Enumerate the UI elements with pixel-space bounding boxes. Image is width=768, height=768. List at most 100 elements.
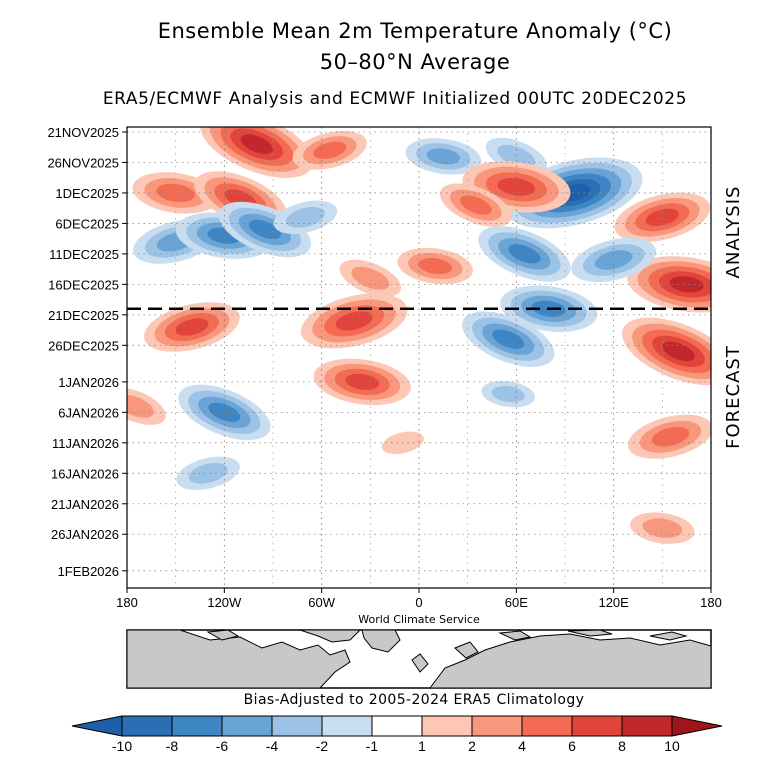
colorbar-bin [171, 715, 223, 737]
colorbar-under-arrow [71, 715, 123, 737]
anomaly-contour [497, 177, 536, 196]
colorbar-over-arrow [671, 715, 723, 737]
x-tick-label: 0 [415, 595, 422, 610]
colorbar-bin [221, 715, 273, 737]
x-tick-label: 180 [116, 595, 138, 610]
y-tick-label: 1DEC2025 [55, 186, 119, 201]
y-tick-label: 11JAN2026 [52, 436, 119, 451]
anomaly-contour [642, 518, 683, 538]
x-tick-label: 60E [505, 595, 528, 610]
colorbar-bin [521, 715, 573, 737]
colorbar-tick-label: -6 [216, 738, 229, 754]
y-tick-label: 26JAN2026 [51, 527, 119, 542]
colorbar-bin [621, 715, 673, 737]
anomaly-contour [492, 329, 525, 349]
anomaly-contour [285, 206, 325, 228]
reference-map [126, 629, 712, 689]
anomaly-feature [176, 456, 240, 491]
colorbar-tick-label: 8 [618, 738, 626, 754]
colorbar-tick-label: -4 [266, 738, 279, 754]
anomaly-contour [240, 134, 273, 154]
anomaly-feature [627, 414, 711, 459]
x-tick-label: 180 [700, 595, 722, 610]
y-tick-label: 26NOV2025 [47, 155, 119, 170]
anomaly-contour [188, 462, 228, 484]
colorbar-tick-label: -1 [366, 738, 379, 754]
anomaly-contour [418, 258, 452, 275]
chart-title: Ensemble Mean 2m Temperature Anomaly (°C… [158, 19, 673, 43]
forecast-label: FORECAST [723, 345, 744, 449]
anomaly-feature [439, 183, 512, 227]
anomaly-contour [351, 266, 390, 290]
colorbar-bin [371, 715, 423, 737]
anomaly-feature [630, 512, 695, 544]
anomaly-feature [397, 247, 473, 285]
chart-subtitle: 50–80°N Average [320, 50, 511, 74]
anomaly-contour [345, 373, 380, 390]
colorbar-bin [571, 715, 623, 737]
colorbar-bin [471, 715, 523, 737]
colorbar-tick-label: 2 [468, 738, 476, 754]
anomaly-contour [662, 341, 695, 362]
colorbar-tick-label: 4 [518, 738, 526, 754]
climatology-note: Bias-Adjusted to 2005-2024 ERA5 Climatol… [244, 692, 585, 708]
anomaly-contour [335, 311, 373, 331]
colorbar-tick-label: 10 [664, 738, 680, 754]
y-tick-label: 21DEC2025 [48, 308, 119, 323]
colorbar-tick-label: -10 [112, 738, 132, 754]
anomaly-contour [669, 276, 704, 293]
chart-caption: ERA5/ECMWF Analysis and ECMWF Initialize… [103, 89, 687, 109]
anomaly-contour [645, 208, 679, 226]
colorbar-tick-label: 6 [568, 738, 576, 754]
y-tick-label: 11DEC2025 [49, 247, 119, 262]
anomaly-feature [622, 317, 711, 386]
anomaly-feature [627, 256, 711, 313]
anomaly-contour [459, 195, 492, 215]
anomaly-feature [300, 293, 408, 349]
anomaly-contour [491, 385, 525, 403]
anomaly-contour [248, 219, 281, 240]
anomaly-field [127, 127, 711, 544]
y-tick-label: 16DEC2025 [48, 277, 119, 292]
y-axis: 21NOV2025 26NOV2025 1DEC2025 6DEC2025 11DEC2… [47, 125, 127, 579]
anomaly-feature [178, 384, 271, 441]
anomaly-feature [339, 259, 402, 297]
anomaly-contour [651, 426, 690, 447]
map-land [126, 629, 712, 689]
y-tick-label: 1JAN2026 [58, 375, 119, 390]
y-tick-label: 26DEC2025 [48, 338, 119, 353]
y-tick-label: 1FEB2026 [58, 564, 119, 579]
anomaly-contour [175, 318, 209, 336]
analysis-label: ANALYSIS [723, 186, 744, 279]
colorbar-tick-label: -2 [316, 738, 329, 754]
colorbar-bin [121, 715, 173, 737]
y-tick-label: 16JAN2026 [51, 466, 119, 481]
x-tick-label: 60W [308, 595, 335, 610]
anomaly-feature [273, 200, 338, 235]
credit-text: World Climate Service [358, 613, 480, 626]
y-tick-label: 21JAN2026 [51, 497, 119, 512]
anomaly-feature [405, 138, 482, 175]
anomaly-feature [313, 358, 411, 406]
y-tick-label: 21NOV2025 [47, 125, 119, 140]
x-tick-label: 120W [207, 595, 242, 610]
y-tick-label: 6JAN2026 [58, 405, 119, 420]
anomaly-contour [208, 402, 241, 423]
anomaly-contour [426, 148, 461, 165]
colorbar-bin [321, 715, 373, 737]
anomaly-feature [462, 311, 555, 367]
grid-lines [127, 127, 711, 588]
y-tick-label: 6DEC2025 [55, 216, 119, 231]
colorbar-tick-label: -8 [166, 738, 179, 754]
plot-area: 21NOV2025 26NOV2025 1DEC2025 6DEC2025 11DEC2… [47, 125, 722, 610]
anomaly-feature [614, 192, 711, 243]
colorbar: -10 -8 -6 -4 -2 -1 1 2 4 6 8 10 [71, 715, 723, 754]
colorbar-bin [271, 715, 323, 737]
colorbar-tick-label: 1 [418, 738, 426, 754]
x-axis: 180 120W 60W 0 60E 120E 180 [116, 588, 722, 610]
anomaly-feature [481, 380, 536, 408]
anomaly-feature [218, 201, 312, 258]
x-tick-label: 120E [598, 595, 629, 610]
colorbar-bin [421, 715, 473, 737]
